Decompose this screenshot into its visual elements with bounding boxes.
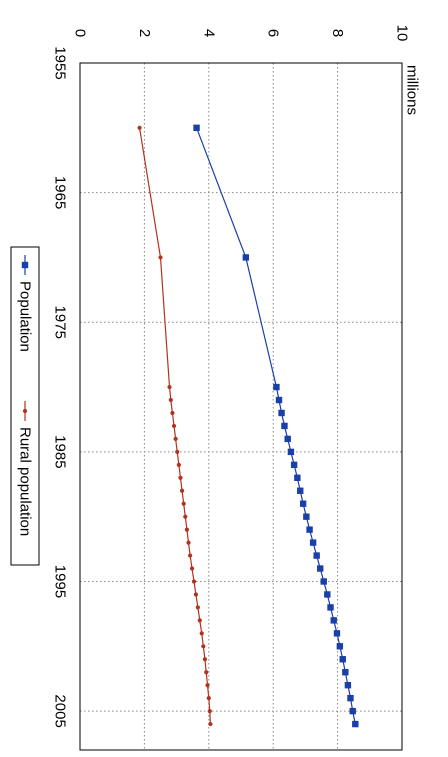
legend-label: Population (17, 281, 34, 352)
data-point (294, 474, 301, 481)
data-point (278, 409, 285, 417)
legend-label: Rural population (17, 427, 34, 536)
data-point (275, 396, 283, 404)
data-point (201, 644, 206, 649)
data-point (195, 605, 200, 610)
time-tick-label: 2005 (52, 694, 69, 727)
data-point (202, 657, 208, 662)
data-point (309, 539, 317, 546)
data-point (273, 383, 280, 391)
data-point (297, 487, 304, 494)
data-point (168, 397, 173, 403)
value-axis-unit-label: millions (404, 65, 421, 115)
data-point (205, 683, 210, 688)
data-point (207, 709, 212, 714)
data-point (284, 435, 291, 443)
data-point (173, 436, 178, 442)
data-point (167, 384, 172, 390)
data-point (171, 423, 177, 429)
data-point (320, 578, 327, 585)
data-point (184, 527, 190, 532)
data-point (299, 500, 307, 507)
series-layer (137, 124, 359, 728)
time-tick-label: 1965 (52, 176, 69, 209)
data-point (178, 475, 183, 480)
data-point (339, 656, 346, 663)
data-point (175, 449, 180, 454)
data-point (306, 526, 313, 533)
data-point (181, 501, 186, 506)
time-tick-label: 1955 (52, 46, 69, 79)
data-point (137, 125, 142, 130)
data-point (349, 707, 356, 715)
value-tick-label: 8 (329, 29, 346, 37)
data-point (317, 565, 324, 572)
data-point (324, 591, 331, 598)
data-point (189, 566, 195, 571)
data-point (176, 462, 181, 467)
data-point (352, 720, 359, 728)
value-tick-label: 6 (265, 29, 282, 37)
legend-symbol-marker (21, 261, 29, 269)
data-point (327, 604, 334, 611)
data-point (313, 552, 320, 559)
value-tick-label: 0 (72, 29, 89, 37)
time-tick-label: 1985 (52, 435, 69, 468)
data-point (186, 540, 191, 545)
data-point (344, 681, 352, 689)
data-point (342, 669, 349, 676)
value-tick-label: 4 (200, 29, 217, 37)
data-point (303, 513, 310, 520)
data-point (242, 254, 250, 261)
legend-symbol-marker (22, 408, 28, 414)
data-point (170, 410, 175, 416)
data-point (336, 643, 344, 650)
data-point (193, 592, 199, 597)
value-tick-label: 10 (394, 25, 411, 42)
data-point (204, 670, 209, 675)
data-point (208, 721, 213, 727)
data-point (287, 448, 295, 456)
data-point (199, 631, 204, 636)
legend: Population Rural population (10, 246, 40, 566)
data-point (347, 694, 354, 702)
plot-frame (79, 62, 403, 751)
time-tick-label: 1975 (52, 306, 69, 339)
data-point (191, 579, 197, 584)
data-point (193, 124, 200, 132)
data-point (330, 617, 337, 624)
data-point (333, 630, 341, 637)
data-point (183, 514, 188, 519)
value-tick-label: 2 (136, 29, 153, 37)
data-point (179, 488, 185, 493)
time-tick-label: 1995 (52, 565, 69, 598)
data-point (158, 255, 163, 260)
axis-layer: 0 2 4 6 8 10 millions 1955 1965 1975 1985 1995 2005 (52, 25, 421, 751)
data-point (206, 696, 211, 701)
data-point (281, 422, 288, 430)
data-point (188, 553, 193, 558)
data-point (197, 618, 202, 623)
data-point (290, 461, 298, 469)
